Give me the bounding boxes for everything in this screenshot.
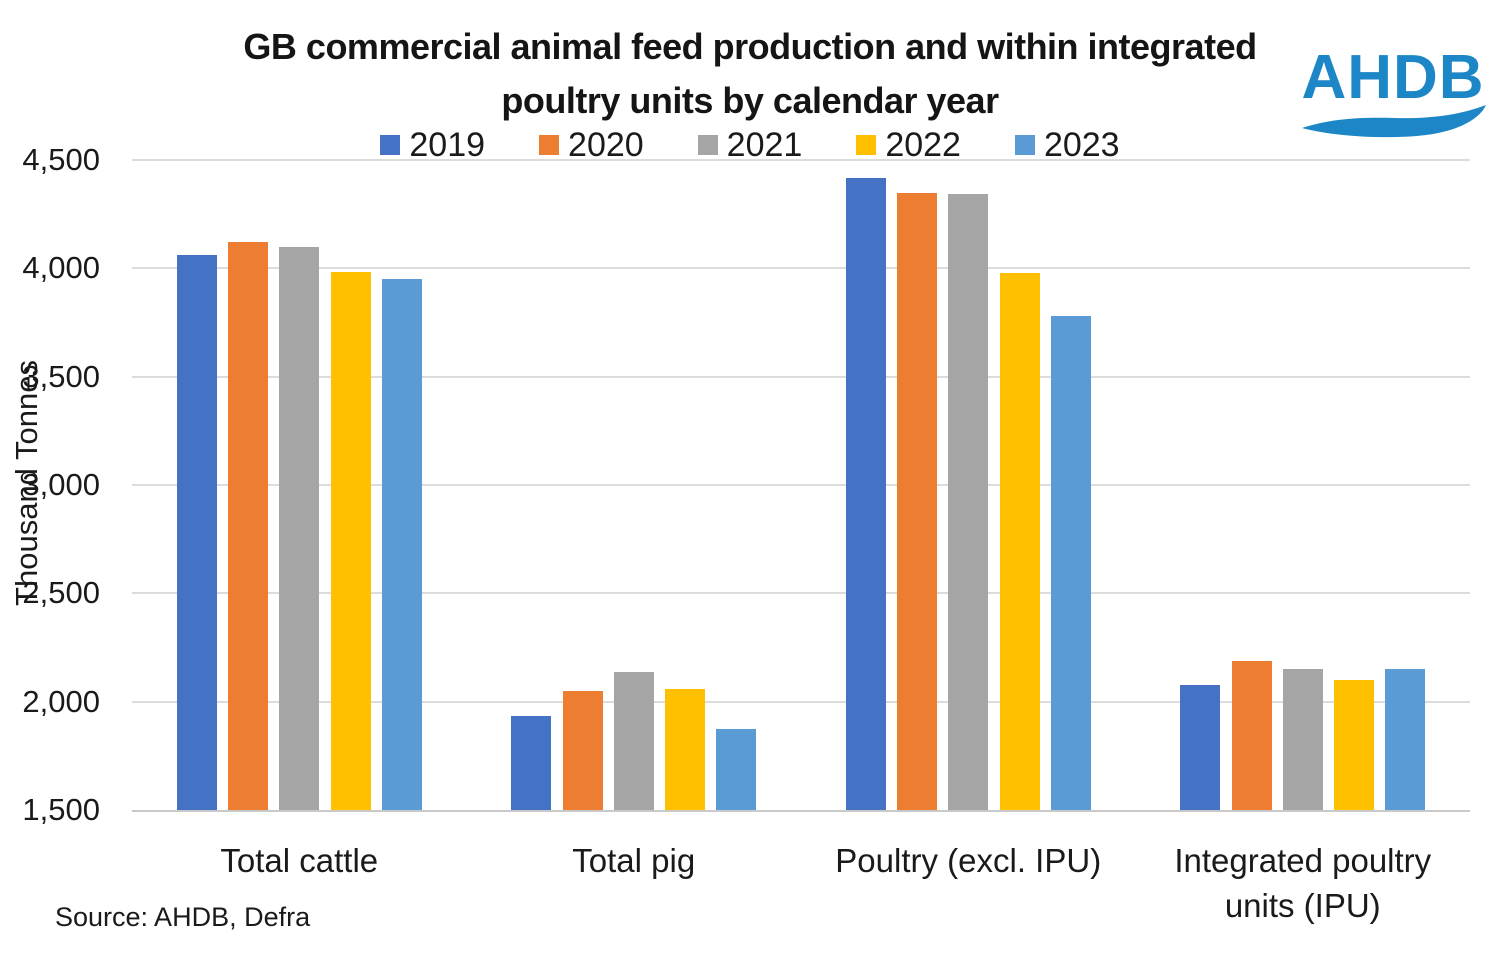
- y-tick-label-1500: 1,500: [22, 792, 100, 827]
- bar-2021-poultry-excl-ipu: [948, 193, 989, 810]
- bar-2023-total-pig: [716, 728, 757, 811]
- bar-2019-integrated-poultry-units-ipu: [1180, 685, 1221, 810]
- chart-title-line1: GB commercial animal feed production and…: [243, 26, 1257, 67]
- gridline-2000: [132, 700, 1470, 703]
- y-tick-label-2500: 2,500: [22, 575, 100, 611]
- y-tick-label-3000: 3,000: [22, 467, 100, 502]
- gridline-4500: [132, 159, 1470, 161]
- ahdb-logo-wave-icon: [1302, 105, 1486, 138]
- legend-item-2022: 2022: [856, 128, 961, 162]
- bar-2023-integrated-poultry-units-ipu: [1385, 669, 1426, 810]
- bar-2021-integrated-poultry-units-ipu: [1282, 669, 1323, 810]
- legend-item-2023: 2023: [1014, 126, 1120, 164]
- chart-title-line2: poultry units by calendar year: [501, 80, 999, 121]
- legend-item-2020: 2020: [539, 128, 644, 162]
- bar-2020-poultry-excl-ipu: [897, 192, 938, 810]
- x-category-label-poultry-excl-ipu: Poultry (excl. IPU): [835, 842, 1102, 879]
- source-note: Source: AHDB, Defra: [55, 902, 311, 932]
- x-category-label-integrated-poultry-units-ipu: Integrated poultry units (IPU): [1174, 842, 1432, 924]
- x-category-label-total-cattle: Total cattle: [220, 842, 379, 879]
- gridline-3500: [132, 375, 1470, 378]
- bar-2020-total-pig: [562, 690, 603, 810]
- legend-label-2023: 2023: [1043, 126, 1120, 164]
- bar-2023-poultry-excl-ipu: [1050, 316, 1091, 810]
- bar-2021-total-cattle: [279, 246, 320, 810]
- bar-2022-total-pig: [665, 688, 705, 810]
- bar-2022-total-cattle: [330, 271, 371, 810]
- legend-swatch-2019: [380, 135, 401, 155]
- bar-2021-total-pig: [613, 672, 654, 810]
- legend-label-2019: 2019: [409, 126, 486, 164]
- y-tick-label-2000: 2,000: [22, 683, 100, 719]
- y-tick-label-3500: 3,500: [22, 358, 100, 394]
- legend-label-2021: 2021: [726, 126, 803, 164]
- bar-2023-total-cattle: [381, 279, 422, 810]
- bar-2020-total-cattle: [228, 242, 269, 810]
- bar-2020-integrated-poultry-units-ipu: [1231, 660, 1272, 810]
- bar-2019-total-pig: [511, 715, 552, 811]
- bar-2022-integrated-poultry-units-ipu: [1333, 680, 1374, 810]
- legend-swatch-2021: [697, 135, 718, 155]
- gridline-4000: [132, 267, 1470, 270]
- bar-2019-poultry-excl-ipu: [845, 178, 886, 810]
- legend-swatch-2022: [856, 135, 877, 155]
- x-category-label-total-pig: Total pig: [572, 842, 696, 879]
- gridline-2500: [132, 592, 1470, 595]
- legend-label-2022: 2022: [885, 126, 961, 164]
- legend-item-2019: 2019: [380, 128, 485, 162]
- legend-swatch-2023: [1014, 135, 1035, 155]
- bar-2019-total-cattle: [176, 255, 217, 810]
- ahdb-logo-text: AHDB: [1301, 43, 1485, 112]
- legend-item-2021: 2021: [697, 126, 803, 164]
- gridline-3000: [132, 484, 1470, 486]
- y-tick-label-4000: 4,000: [22, 250, 100, 286]
- ahdb-logo: AHDB: [1298, 43, 1488, 142]
- x-axis-line: [132, 810, 1470, 812]
- bar-2022-poultry-excl-ipu: [999, 272, 1040, 810]
- legend-label-2020: 2020: [568, 126, 644, 164]
- y-tick-label-4500: 4,500: [22, 142, 100, 177]
- chart-legend: 2019 2020 2021 2022 2023: [0, 125, 1500, 165]
- legend-swatch-2020: [539, 135, 560, 155]
